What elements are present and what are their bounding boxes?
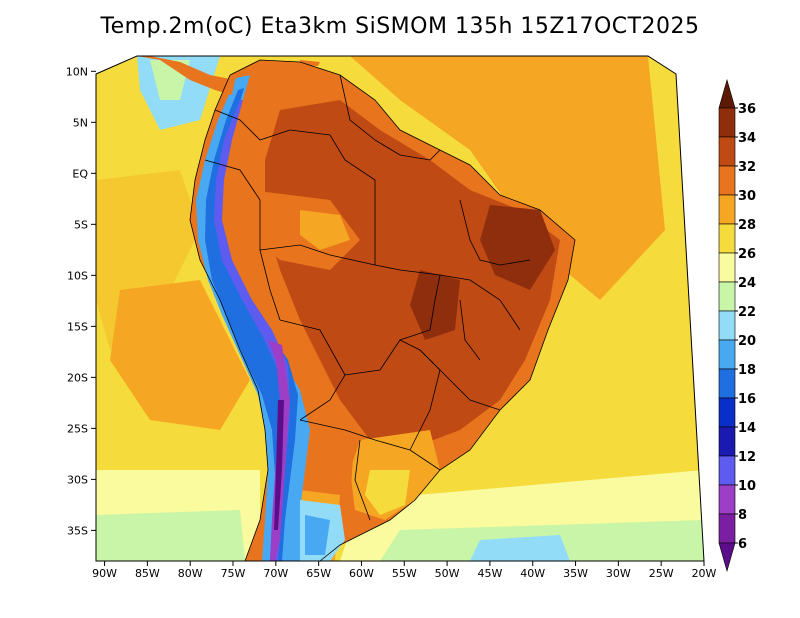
colorbar-min-arrow: [718, 542, 736, 573]
lat-tick-label: 20S: [67, 371, 88, 384]
lon-tick-label: 60W: [349, 567, 374, 580]
lon-tick-label: 70W: [263, 567, 288, 580]
lat-tick-label: 10N: [66, 65, 88, 78]
colorbar-label: 20: [738, 334, 756, 349]
lon-tick-label: 65W: [306, 567, 331, 580]
central-hottest-patch: [410, 270, 460, 340]
lat-tick-label: EQ: [72, 167, 88, 180]
colorbar-label: 34: [738, 131, 756, 146]
colorbar-band: [718, 194, 736, 225]
lat-tick-label: 35S: [67, 524, 88, 537]
venezuela-guyana-border: [339, 74, 376, 141]
interior-hot-region: [265, 100, 560, 445]
lon-tick-label: 35W: [563, 567, 588, 580]
colorbar-max-arrow: [718, 78, 736, 109]
colorbar-band: [718, 455, 736, 486]
brazil-state-border-b: [459, 199, 531, 266]
lon-tick-label: 25W: [649, 567, 674, 580]
colorbar-label: 26: [738, 247, 756, 262]
lon-tick-label: 75W: [221, 567, 246, 580]
latitude-axis: 10N 5N EQ 5S 10S 15S 20S 25S 30S 35S: [66, 65, 96, 537]
colorbar-band: [718, 136, 736, 167]
central-america-land: [137, 56, 235, 95]
colorbar: 36 34 32 30 28 26 24 22 20 18 16 14 12 10 8 6: [718, 78, 756, 573]
atlantic-coastline: [229, 59, 576, 562]
lon-tick-label: 85W: [135, 567, 160, 580]
colorbar-label: 12: [738, 450, 756, 465]
andes-peak-cold-core: [274, 400, 284, 530]
country-borders: [189, 59, 576, 562]
colorbar-label: 14: [738, 421, 756, 436]
lat-tick-label: 5S: [74, 218, 88, 231]
colorbar-label: 16: [738, 392, 756, 407]
lon-tick-label: 30W: [606, 567, 631, 580]
argentina-uruguay-border: [354, 439, 371, 521]
andes-cold-spine: [205, 88, 298, 561]
temperature-field: [96, 56, 704, 561]
colorbar-label: 22: [738, 305, 756, 320]
lat-tick-label: 30S: [67, 473, 88, 486]
colorbar-label: 36: [738, 102, 756, 117]
south-pacific-cooler-band: [96, 510, 245, 561]
lat-tick-label: 15S: [67, 320, 88, 333]
amazon-mild-patch: [300, 210, 350, 250]
brazil-northwest-border: [259, 129, 376, 266]
lat-tick-label: 5N: [73, 116, 88, 129]
uruguay-mild-patch: [365, 470, 410, 515]
lat-tick-label: 10S: [67, 269, 88, 282]
longitude-axis: 90W 85W 80W 75W 70W 65W 60W 55W 50W 45W 40W 35W 30W 2…: [92, 561, 717, 580]
colorbar-label: 28: [738, 218, 756, 233]
colorbar-band: [718, 281, 736, 312]
lon-tick-label: 80W: [178, 567, 203, 580]
colorbar-band: [718, 339, 736, 370]
map-title: Temp.2m(oC) Eta3km SiSMOM 135h 15Z17OCT2…: [100, 14, 700, 39]
lon-tick-label: 55W: [392, 567, 417, 580]
brazil-state-border-d: [399, 339, 441, 451]
paraguay-south-border: [299, 419, 441, 471]
pacific-warm-zone: [110, 280, 250, 430]
lat-tick-label: 25S: [67, 422, 88, 435]
colorbar-label: 32: [738, 160, 756, 175]
colorbar-band: [718, 513, 736, 544]
caribbean-island: [300, 60, 320, 66]
lon-tick-label: 40W: [520, 567, 545, 580]
colorbar-band: [718, 223, 736, 254]
colorbar-label: 6: [738, 537, 747, 552]
colorbar-band: [718, 368, 736, 399]
brazil-state-border-e: [459, 299, 481, 361]
colorbar-label: 24: [738, 276, 756, 291]
brazil-state-border-a: [439, 274, 521, 331]
lon-tick-label: 20W: [692, 567, 717, 580]
colorbar-label: 8: [738, 508, 747, 523]
bolivia-border: [279, 319, 346, 376]
colorbar-label: 18: [738, 363, 756, 378]
colorbar-band: [718, 310, 736, 341]
brazil-west-border: [299, 264, 441, 421]
guianas-border: [374, 139, 441, 161]
atlantic-warm-zone: [350, 56, 665, 300]
colorbar-band: [718, 484, 736, 515]
colorbar-label: 30: [738, 189, 756, 204]
lon-tick-label: 90W: [92, 567, 117, 580]
pacific-coastline: [189, 74, 269, 562]
colorbar-band: [718, 107, 736, 138]
lon-tick-label: 50W: [435, 567, 460, 580]
lon-tick-label: 45W: [477, 567, 502, 580]
colorbar-band: [718, 165, 736, 196]
colombia-ecuador-border: [214, 109, 291, 141]
colorbar-label: 10: [738, 479, 756, 494]
colorbar-band: [718, 426, 736, 457]
peru-border: [204, 159, 281, 321]
colorbar-band: [718, 252, 736, 283]
patagonia-cold-lobe: [305, 515, 330, 555]
colorbar-band: [718, 397, 736, 428]
northeast-hottest-patch: [480, 205, 555, 290]
south-atlantic-coldest-patch: [470, 535, 570, 561]
